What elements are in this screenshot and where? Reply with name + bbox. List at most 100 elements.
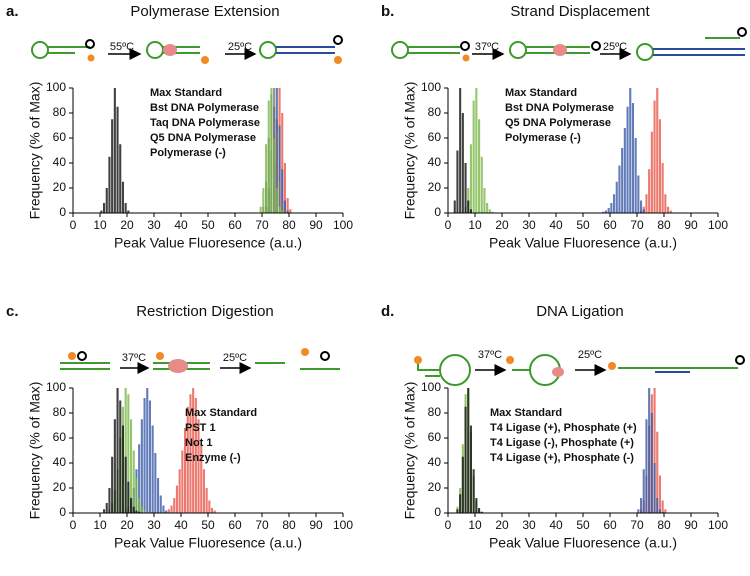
bar xyxy=(642,209,645,213)
temperature: 55ºC xyxy=(110,41,134,53)
bar xyxy=(151,425,154,513)
bar xyxy=(278,206,281,213)
bar xyxy=(645,419,648,513)
legend-entry: Enzyme (-) xyxy=(185,452,241,464)
bar xyxy=(111,119,114,213)
bar xyxy=(175,485,178,513)
bar xyxy=(480,511,483,513)
bar xyxy=(658,509,661,513)
bar xyxy=(629,88,632,213)
bar xyxy=(475,498,478,513)
x-tick-label: 10 xyxy=(468,218,482,232)
bar xyxy=(130,419,133,513)
x-tick-label: 100 xyxy=(708,218,728,232)
bar xyxy=(464,163,467,213)
bar xyxy=(480,156,483,213)
bar xyxy=(262,188,265,213)
x-tick-label: 100 xyxy=(333,518,353,532)
x-axis-title: Peak Value Fluoresence (a.u.) xyxy=(114,535,302,551)
bar xyxy=(658,119,661,213)
bar xyxy=(467,200,470,213)
x-tick-label: 50 xyxy=(576,218,590,232)
bar xyxy=(658,475,661,513)
x-tick-label: 80 xyxy=(282,218,296,232)
bar xyxy=(127,481,130,513)
bar xyxy=(127,394,130,513)
x-tick-label: 30 xyxy=(147,218,161,232)
y-axis-title: Frequency (% of Max) xyxy=(402,382,418,520)
bar xyxy=(648,169,651,213)
bar xyxy=(116,106,119,213)
bar xyxy=(135,478,138,513)
bar xyxy=(472,100,475,213)
bar xyxy=(200,444,203,513)
bar xyxy=(478,508,481,513)
bar xyxy=(165,510,168,513)
bar xyxy=(184,428,187,513)
bar xyxy=(189,394,192,513)
x-tick-label: 0 xyxy=(445,518,452,532)
bar xyxy=(157,478,160,513)
y-tick-label: 80 xyxy=(428,105,442,119)
x-tick-label: 50 xyxy=(201,518,215,532)
y-axis-title: Frequency (% of Max) xyxy=(27,82,43,220)
x-tick-label: 0 xyxy=(70,518,77,532)
x-tick-label: 40 xyxy=(174,218,188,232)
bar xyxy=(626,106,629,213)
bar xyxy=(604,210,607,213)
bar xyxy=(602,211,605,213)
bar xyxy=(178,469,181,513)
legend-entry: Bst DNA Polymerase xyxy=(150,102,259,114)
bar xyxy=(634,138,637,213)
y-tick-label: 40 xyxy=(428,155,442,169)
bar xyxy=(637,175,640,213)
bar xyxy=(135,510,138,513)
bar xyxy=(119,144,122,213)
bar xyxy=(661,511,664,513)
x-tick-label: 10 xyxy=(468,518,482,532)
bar xyxy=(143,398,146,513)
x-tick-label: 70 xyxy=(630,218,644,232)
bar xyxy=(650,131,653,213)
bar xyxy=(170,505,173,513)
x-tick-label: 60 xyxy=(603,518,617,532)
panel-label: d. xyxy=(381,303,394,320)
y-tick-label: 100 xyxy=(421,80,441,94)
bar xyxy=(653,388,656,513)
bar xyxy=(281,169,284,213)
bar xyxy=(281,210,284,213)
y-axis-title: Frequency (% of Max) xyxy=(402,82,418,220)
bar xyxy=(181,450,184,513)
bar xyxy=(283,200,286,213)
y-tick-label: 60 xyxy=(428,430,442,444)
x-tick-label: 70 xyxy=(630,518,644,532)
bar xyxy=(621,148,624,213)
bar xyxy=(124,456,127,513)
bar xyxy=(194,398,197,513)
bar xyxy=(127,210,130,213)
bar xyxy=(286,210,289,213)
bar xyxy=(205,488,208,513)
legend-entry: Not 1 xyxy=(185,437,213,449)
bar xyxy=(461,456,464,513)
x-tick-label: 90 xyxy=(684,518,698,532)
schematic-d xyxy=(414,354,745,386)
bar xyxy=(650,413,653,513)
legend-entry: T4 Ligase (-), Phosphate (+) xyxy=(490,437,634,449)
chart-title: DNA Ligation xyxy=(536,303,624,320)
bar xyxy=(113,88,116,213)
x-tick-label: 50 xyxy=(576,518,590,532)
bar xyxy=(167,509,170,513)
bar xyxy=(275,188,278,213)
bar xyxy=(653,463,656,513)
schematic-a xyxy=(31,35,343,64)
x-axis-title: Peak Value Fluoresence (a.u.) xyxy=(489,235,677,251)
y-tick-label: 0 xyxy=(434,205,441,219)
x-tick-label: 10 xyxy=(93,518,107,532)
bar xyxy=(642,469,645,513)
bar xyxy=(154,453,157,513)
x-tick-label: 0 xyxy=(445,218,452,232)
bar xyxy=(124,203,127,213)
bar xyxy=(132,506,135,513)
bar xyxy=(618,165,621,213)
